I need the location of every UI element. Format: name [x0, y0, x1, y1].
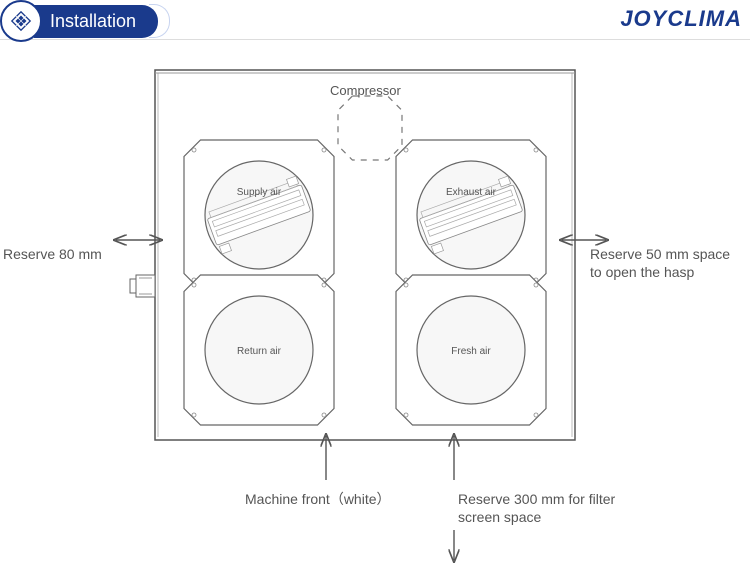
supply-air: Supply air: [184, 140, 334, 290]
note-machine-front: Machine front（white）: [245, 490, 391, 508]
note-filter-space: Reserve 300 mm for filterscreen space: [458, 490, 658, 526]
exhaust-air-label: Exhaust air: [446, 187, 497, 198]
note-right: Reserve 50 mm spaceto open the hasp: [590, 245, 745, 281]
return-air: Return air: [184, 275, 334, 425]
diagram-area: Compressor Supply air Exhaust air Return ai…: [0, 40, 750, 568]
brand-logo: JOYCLIMA: [620, 6, 742, 32]
note-left: Reserve 80 mm: [3, 245, 102, 263]
supply-air-label: Supply air: [237, 187, 282, 198]
header: Installation JOYCLIMA: [0, 0, 750, 40]
section-title: Installation: [34, 5, 158, 38]
return-air-label: Return air: [237, 346, 282, 357]
diamond-icon: [0, 0, 42, 42]
header-badge: Installation: [0, 0, 158, 42]
compressor-label: Compressor: [330, 83, 401, 98]
fresh-air-label: Fresh air: [451, 346, 491, 357]
fresh-air: Fresh air: [396, 275, 546, 425]
exhaust-air: Exhaust air: [396, 140, 546, 290]
